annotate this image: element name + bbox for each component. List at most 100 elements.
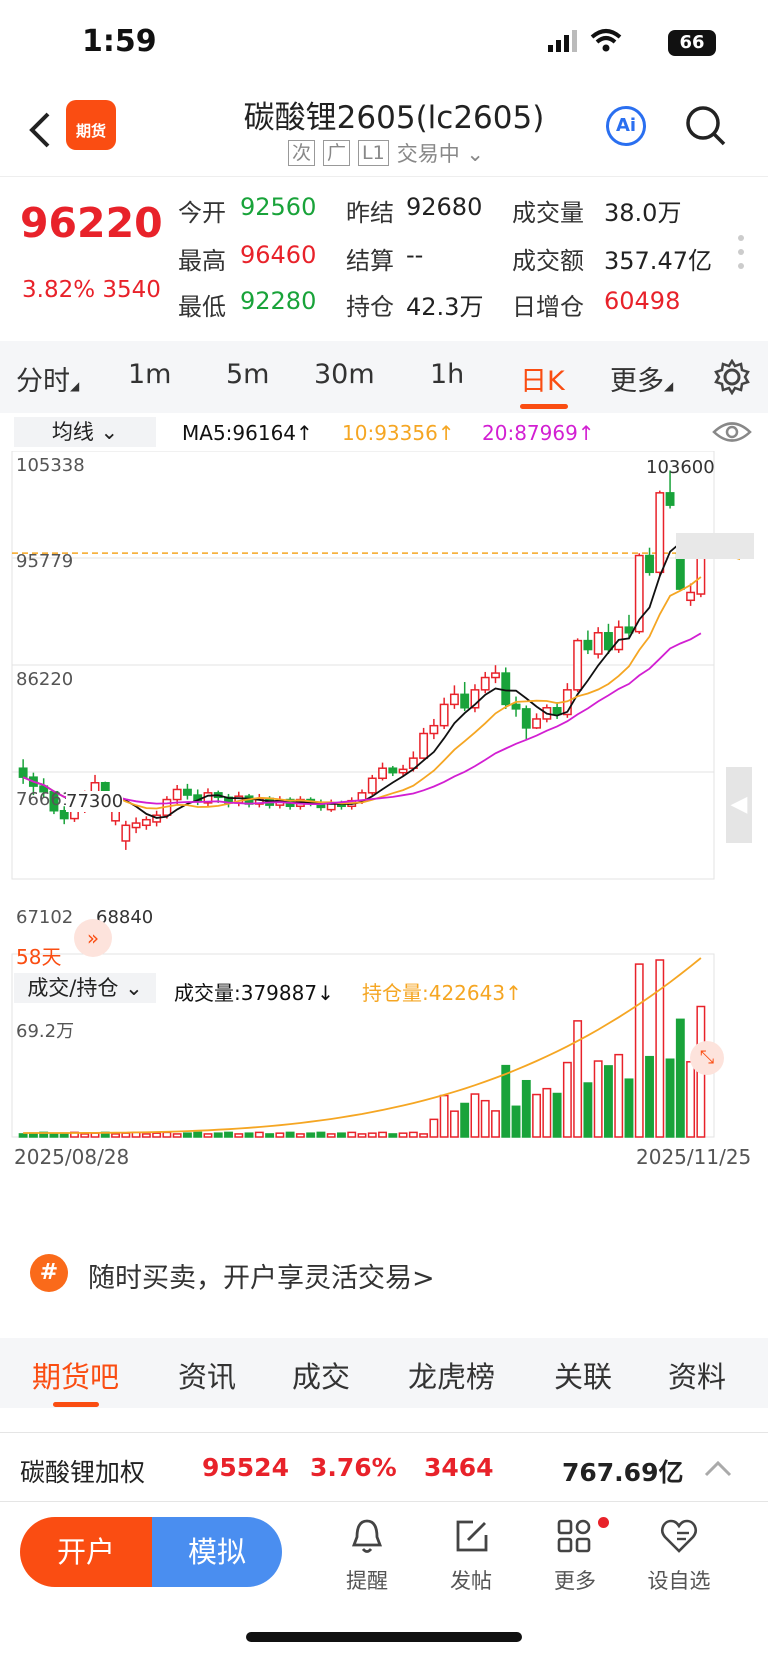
subtab-futures-forum[interactable]: 期货吧: [32, 1354, 119, 1407]
subtab-news[interactable]: 资讯: [178, 1360, 237, 1394]
volume-bar: [378, 1131, 387, 1138]
volume-selector[interactable]: 成交/持仓 ⌄: [14, 973, 156, 1003]
volume-bar: [111, 1133, 120, 1138]
quote-value: 60498: [604, 287, 681, 315]
open-interest-line: [23, 957, 702, 1134]
post-button[interactable]: 发帖: [426, 1517, 516, 1595]
chevron-down-icon: ⌄: [100, 420, 119, 444]
ma-selector[interactable]: 均线 ⌄: [14, 417, 156, 447]
grid-icon: [557, 1519, 591, 1553]
subtab-related[interactable]: 关联: [554, 1360, 613, 1394]
logo-text: 期货: [75, 122, 106, 140]
kline-chart[interactable]: 105338 95779 86220 76661 67102 103600 68…: [0, 450, 768, 1176]
signal-icon: [548, 30, 577, 52]
post-label: 发帖: [450, 1569, 492, 1593]
tab-1h[interactable]: 1h: [430, 359, 465, 390]
candle-body: [634, 554, 644, 633]
candle-body: [686, 591, 696, 602]
candle-body: [388, 767, 398, 774]
tab-1m[interactable]: 1m: [128, 359, 172, 390]
volume-bar: [398, 1132, 408, 1138]
candle-body: [696, 552, 706, 595]
eye-icon[interactable]: [712, 419, 752, 445]
tag-secondary: 次: [288, 140, 316, 166]
quote-value: 38.0万: [604, 199, 682, 227]
change-pct: 3.82%: [22, 277, 96, 303]
tab-daily-k[interactable]: 日K: [520, 359, 568, 409]
tab-5m[interactable]: 5m: [226, 359, 270, 390]
candle-body: [439, 703, 449, 727]
volume-bar: [326, 1133, 336, 1138]
ai-label: Ai: [615, 115, 637, 136]
volume-bar: [295, 1133, 305, 1138]
volume-bar: [491, 1110, 500, 1138]
remind-button[interactable]: 提醒: [322, 1517, 412, 1595]
kline-svg: [11, 450, 740, 1138]
candle-body: [532, 718, 542, 729]
candle-body: [665, 492, 675, 506]
ai-button[interactable]: Ai: [606, 106, 646, 146]
volume-bar: [449, 1110, 459, 1138]
post-icon: [456, 1520, 488, 1552]
bell-icon: [351, 1519, 383, 1553]
promo-banner[interactable]: # 随时买卖，开户享灵活交易>: [0, 1240, 768, 1310]
candle-body: [604, 632, 613, 651]
days-label: 58天: [16, 945, 62, 969]
ma10-value: 10:93356↑: [342, 421, 455, 445]
candle-body: [182, 788, 192, 796]
chevron-down-icon: ⌄: [466, 142, 485, 166]
weighted-pct: 3.76%: [310, 1453, 397, 1482]
settings-gear-icon[interactable]: [714, 359, 750, 395]
search-icon[interactable]: [684, 104, 728, 148]
candle-body: [655, 492, 665, 574]
add-watchlist-button[interactable]: 设自选: [634, 1517, 724, 1595]
trade-status[interactable]: 交易中 ⌄: [397, 138, 484, 168]
quote-label: 日增仓: [512, 293, 584, 321]
more-label: 更多: [554, 1569, 596, 1593]
volume-bar: [645, 1055, 654, 1138]
volume-bar: [665, 1058, 675, 1138]
quote-label: 昨结: [346, 199, 394, 227]
weighted-index-bar[interactable]: 碳酸锂加权 95524 3.76% 3464 767.69亿: [0, 1432, 768, 1502]
volume-bar: [162, 1131, 172, 1138]
expand-icon[interactable]: ⤡: [690, 1041, 724, 1075]
subtab-dragon-tiger[interactable]: 龙虎榜: [408, 1360, 496, 1394]
open-account-button[interactable]: 开户: [20, 1517, 152, 1587]
candle-body: [121, 824, 131, 842]
quote-label: 最低: [178, 293, 226, 321]
y-label-bottom: 67102: [16, 907, 74, 928]
tab-more[interactable]: 更多◢: [610, 366, 674, 397]
ma5-value: MA5:96164↑: [182, 421, 313, 445]
volume-bar: [203, 1133, 213, 1138]
subtab-trades[interactable]: 成交: [292, 1360, 351, 1394]
volume-bar: [542, 1087, 552, 1138]
simulate-button[interactable]: 模拟: [152, 1517, 282, 1587]
volume-bar: [675, 1018, 685, 1138]
subtab-profile[interactable]: 资料: [668, 1360, 727, 1394]
weighted-change: 3464: [424, 1453, 494, 1482]
tag-level1: L1: [358, 140, 389, 166]
quote-label: 成交额: [512, 247, 584, 275]
volume-y-max: 69.2万: [16, 1021, 75, 1042]
tab-30m[interactable]: 30m: [314, 359, 375, 390]
volume-bar: [470, 1093, 480, 1138]
quote-value: 42.3万: [406, 293, 484, 321]
fast-forward-icon[interactable]: »: [74, 919, 112, 957]
volume-bar: [213, 1132, 223, 1138]
chevron-up-icon[interactable]: [704, 1459, 732, 1477]
candle-body: [645, 554, 654, 574]
collapse-left-icon[interactable]: ◀: [726, 767, 752, 843]
volume-bar: [316, 1131, 326, 1138]
candle-body: [367, 777, 377, 794]
left-marker: 77300: [66, 791, 124, 812]
more-dots-icon[interactable]: [738, 235, 744, 281]
quote-panel: 96220 3.82% 3540 今开 92560 昨结 92680 成交量 38.0万最…: [0, 176, 768, 341]
more-button[interactable]: 更多: [530, 1517, 620, 1595]
candle-body: [449, 693, 459, 706]
tab-timeshare[interactable]: 分时◢: [16, 366, 80, 397]
volume-bar: [49, 1133, 59, 1138]
weighted-price: 95524: [202, 1453, 289, 1482]
heart-icon: [661, 1519, 697, 1553]
back-icon[interactable]: [26, 110, 54, 150]
volume-bar: [244, 1132, 254, 1138]
